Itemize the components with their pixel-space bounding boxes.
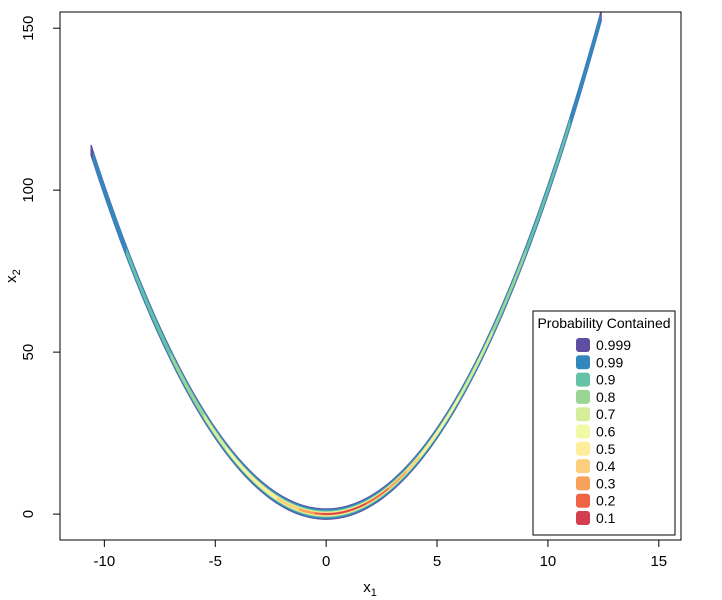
legend-label: 0.7 <box>596 406 616 422</box>
x-axis-label-main: x <box>363 579 371 596</box>
x-tick-label: 0 <box>322 553 330 570</box>
x-axis-label: x1 <box>363 579 377 599</box>
legend-label: 0.2 <box>596 493 616 509</box>
legend-swatch <box>576 338 590 352</box>
legend-label: 0.99 <box>596 354 623 370</box>
legend-swatch <box>576 407 590 422</box>
x-tick-label: 5 <box>433 553 441 570</box>
legend-label: 0.4 <box>596 458 616 474</box>
region-0-99 <box>92 15 601 519</box>
legend-swatch <box>576 424 590 439</box>
y-tick-label: 0 <box>20 510 37 518</box>
x-tick-label: 10 <box>540 553 557 570</box>
legend-label: 0.8 <box>596 389 616 405</box>
y-axis: 0 50 100 150 <box>20 16 60 518</box>
plot-frame <box>59 11 682 541</box>
legend-label: 0.5 <box>596 441 616 457</box>
y-axis-label-main: x <box>3 275 20 283</box>
legend-box <box>532 310 676 536</box>
legend-label: 0.1 <box>596 510 616 526</box>
y-tick-label: 50 <box>20 344 37 361</box>
region-0-1 <box>321 502 367 515</box>
y-tick-label: 150 <box>20 16 37 41</box>
legend-label: 0.999 <box>596 337 631 353</box>
region-0-8 <box>170 249 526 517</box>
region-0-999 <box>90 12 602 520</box>
probability-regions <box>90 12 602 520</box>
x-axis-label-sub: 1 <box>371 587 377 599</box>
x-tick-label: 15 <box>650 553 667 570</box>
legend-swatch <box>576 372 590 387</box>
legend-swatch <box>576 389 590 404</box>
region-0-3 <box>299 470 407 516</box>
region-0-9 <box>126 118 571 518</box>
x-tick-label: -5 <box>209 553 222 570</box>
legend-label: 0.3 <box>596 475 616 491</box>
legend-swatch <box>576 511 590 525</box>
region-0-6 <box>226 394 460 517</box>
legend-swatch <box>576 355 590 370</box>
y-tick-label: 100 <box>20 178 37 203</box>
legend-swatch <box>576 493 590 508</box>
legend-label: 0.9 <box>596 372 616 388</box>
legend-swatch <box>576 441 590 456</box>
region-0-7 <box>203 329 493 517</box>
legend-label: 0.6 <box>596 424 616 440</box>
x-axis: -10 -5 0 5 10 15 <box>94 540 667 570</box>
legend-title: Probability Contained <box>537 315 670 331</box>
y-axis-label: x2 <box>3 269 23 283</box>
y-axis-label-sub: 2 <box>11 269 23 275</box>
legend-swatch <box>576 476 590 491</box>
x-tick-label: -10 <box>94 553 116 570</box>
legend-swatch <box>576 459 590 474</box>
